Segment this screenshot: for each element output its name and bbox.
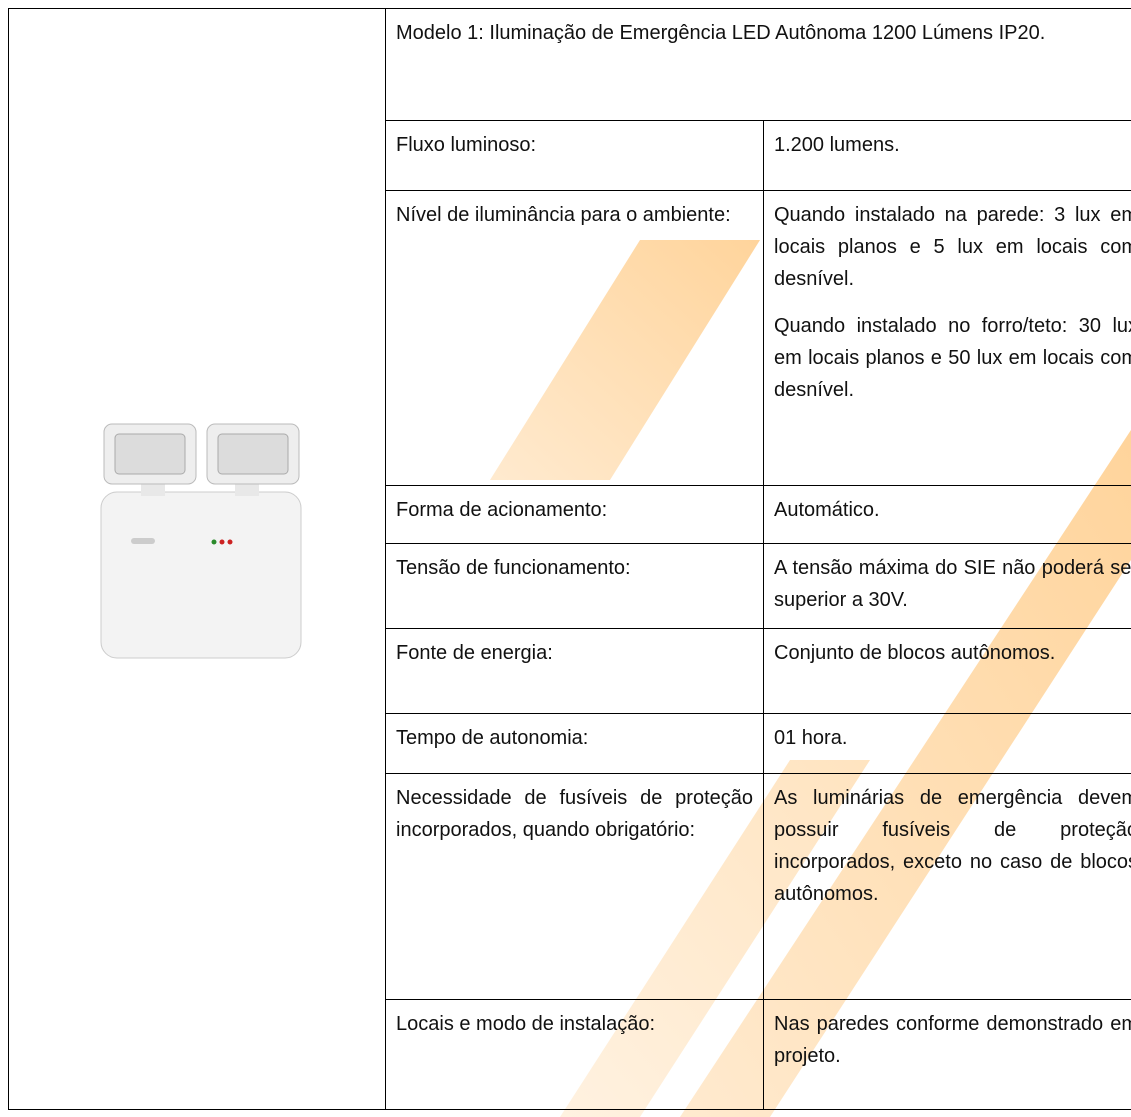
table-row: Necessidade de fusíveis de proteção inco… bbox=[9, 773, 1131, 1000]
row-value: A tensão máxima do SIE não poderá ser su… bbox=[762, 543, 1131, 629]
value-paragraph: Quando instalado na parede: 3 lux em loc… bbox=[774, 204, 1131, 290]
row-value: Quando instalado na parede: 3 lux em loc… bbox=[762, 190, 1131, 486]
value-paragraph: A tensão máxima do SIE não poderá ser su… bbox=[774, 557, 1131, 611]
product-image bbox=[100, 423, 302, 659]
table-row: Locais e modo de instalação: Nas paredes … bbox=[9, 999, 1131, 1110]
row-label: Tensão de funcionamento: bbox=[385, 543, 764, 629]
value-paragraph: Nas paredes conforme demonstrado em proj… bbox=[774, 1013, 1131, 1067]
table-row: Nível de iluminância para o ambiente: Qua… bbox=[9, 190, 1131, 486]
value-paragraph: 01 hora. bbox=[774, 727, 848, 749]
value-paragraph: 1.200 lumens. bbox=[774, 134, 900, 156]
row-value: Automático. bbox=[762, 485, 1131, 544]
table-row: Tensão de funcionamento: A tensão máxima … bbox=[9, 543, 1131, 629]
row-label: Nível de iluminância para o ambiente: bbox=[385, 190, 764, 486]
table-row: Fluxo luminoso: 1.200 lumens. bbox=[9, 120, 1131, 191]
value-paragraph: Quando instalado no forro/teto: 30 lux e… bbox=[774, 315, 1131, 401]
row-label: Fonte de energia: bbox=[385, 628, 764, 714]
row-label: Necessidade de fusíveis de proteção inco… bbox=[385, 773, 764, 1000]
title: Modelo 1: Iluminação de Emergência LED A… bbox=[396, 22, 1046, 44]
row-value: 1.200 lumens. bbox=[762, 120, 1131, 191]
table-row: Tempo de autonomia: 01 hora. bbox=[9, 713, 1131, 774]
value-paragraph: As luminárias de emergência devem possui… bbox=[774, 787, 1131, 905]
row-label: Fluxo luminoso: bbox=[385, 120, 764, 191]
row-value: As luminárias de emergência devem possui… bbox=[762, 773, 1131, 1000]
row-value: 01 hora. bbox=[762, 713, 1131, 774]
row-label: Locais e modo de instalação: bbox=[385, 999, 764, 1110]
spec-table: Modelo 1: Iluminação de Emergência LED A… bbox=[8, 8, 1131, 1110]
row-label: Forma de acionamento: bbox=[385, 485, 764, 544]
title-cell: Modelo 1: Iluminação de Emergência LED A… bbox=[384, 8, 1131, 121]
value-paragraph: Automático. bbox=[774, 499, 880, 521]
row-value: Conjunto de blocos autônomos. bbox=[762, 628, 1131, 714]
product-image-cell bbox=[8, 8, 386, 1110]
value-paragraph: Conjunto de blocos autônomos. bbox=[774, 642, 1056, 664]
table-row: Fonte de energia: Conjunto de blocos autô… bbox=[9, 628, 1131, 714]
row-label: Tempo de autonomia: bbox=[385, 713, 764, 774]
row-value: Nas paredes conforme demonstrado em proj… bbox=[762, 999, 1131, 1110]
